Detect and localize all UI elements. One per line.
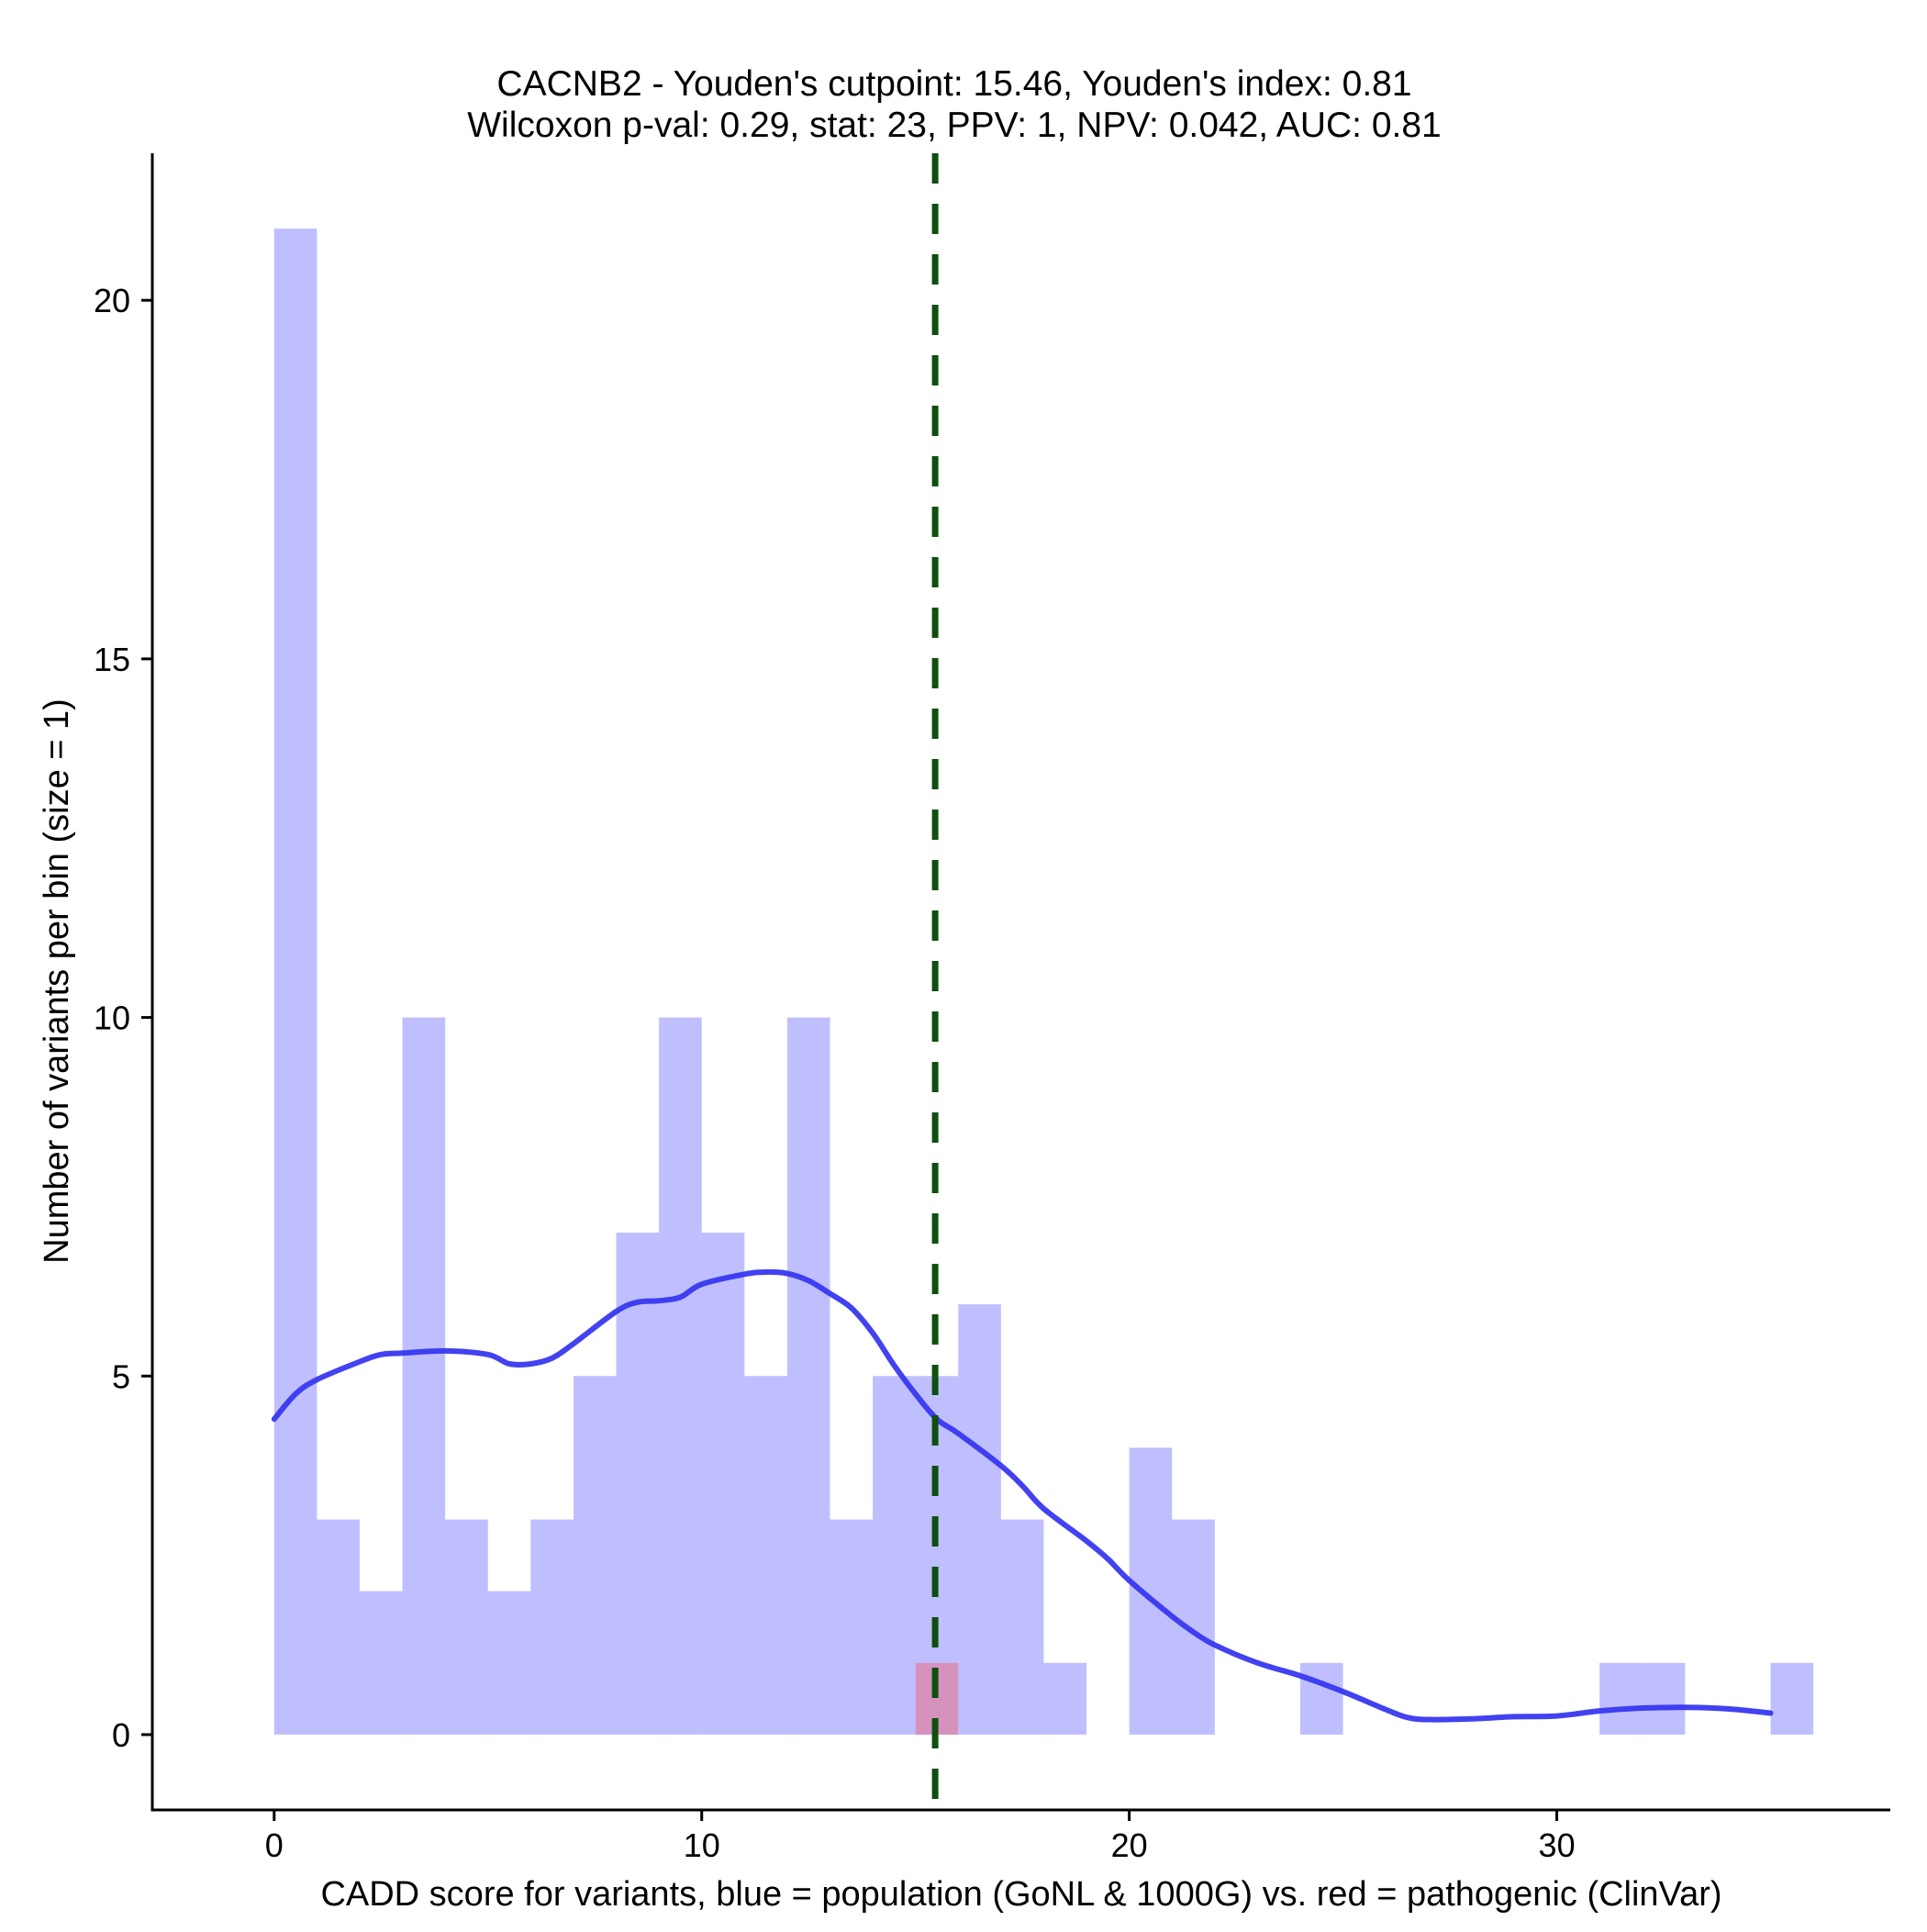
y-tick-label: 20 <box>94 282 130 319</box>
population-bar <box>1000 1519 1044 1735</box>
x-axis-ticks: 0 10 20 30 <box>265 1810 1576 1864</box>
population-bar <box>1599 1662 1643 1735</box>
population-bar <box>786 1017 830 1735</box>
population-bar <box>659 1017 702 1735</box>
population-bar <box>701 1232 745 1735</box>
population-bar <box>958 1304 1001 1735</box>
density-curve-group <box>271 1268 1774 1723</box>
x-tick-label: 0 <box>265 1826 284 1864</box>
x-tick-label: 20 <box>1111 1826 1148 1864</box>
x-axis-title: CADD score for variants, blue = populati… <box>320 1875 1721 1914</box>
population-bar <box>530 1519 574 1735</box>
axes <box>150 153 1890 1812</box>
population-bar <box>487 1591 531 1735</box>
population-bar <box>1172 1519 1215 1735</box>
population-bar <box>1043 1662 1087 1735</box>
population-bar <box>1770 1662 1814 1735</box>
y-tick-label: 5 <box>112 1357 130 1395</box>
y-axis-title: Number of variants per bin (size = 1) <box>38 698 76 1264</box>
y-tick-label: 10 <box>94 1000 130 1037</box>
population-bar <box>873 1376 916 1735</box>
population-bar <box>273 229 317 1735</box>
y-axis-ticks: 0 5 10 15 20 <box>94 282 152 1754</box>
y-tick-label: 15 <box>94 641 130 678</box>
population-bar <box>359 1591 403 1735</box>
population-bar <box>402 1017 446 1735</box>
chart-title-line-2: Wilcoxon p-val: 0.29, stat: 23, PPV: 1, … <box>467 106 1441 145</box>
population-bar <box>1642 1662 1686 1735</box>
density-curve <box>271 1268 1774 1723</box>
population-bar <box>744 1376 787 1735</box>
population-bars <box>273 229 1814 1735</box>
population-bar <box>317 1519 360 1735</box>
chart-title: CACNB2 - Youden's cutpoint: 15.46, Youde… <box>467 64 1441 145</box>
population-bar <box>573 1376 617 1735</box>
population-bar <box>616 1232 660 1735</box>
population-bar <box>445 1519 488 1735</box>
x-tick-label: 10 <box>684 1826 720 1864</box>
x-tick-label: 30 <box>1539 1826 1576 1864</box>
y-tick-label: 0 <box>112 1716 130 1754</box>
population-bar <box>1300 1662 1343 1735</box>
chart-title-line-1: CACNB2 - Youden's cutpoint: 15.46, Youde… <box>496 64 1411 104</box>
population-bar <box>830 1519 874 1735</box>
population-bar <box>1129 1447 1173 1735</box>
